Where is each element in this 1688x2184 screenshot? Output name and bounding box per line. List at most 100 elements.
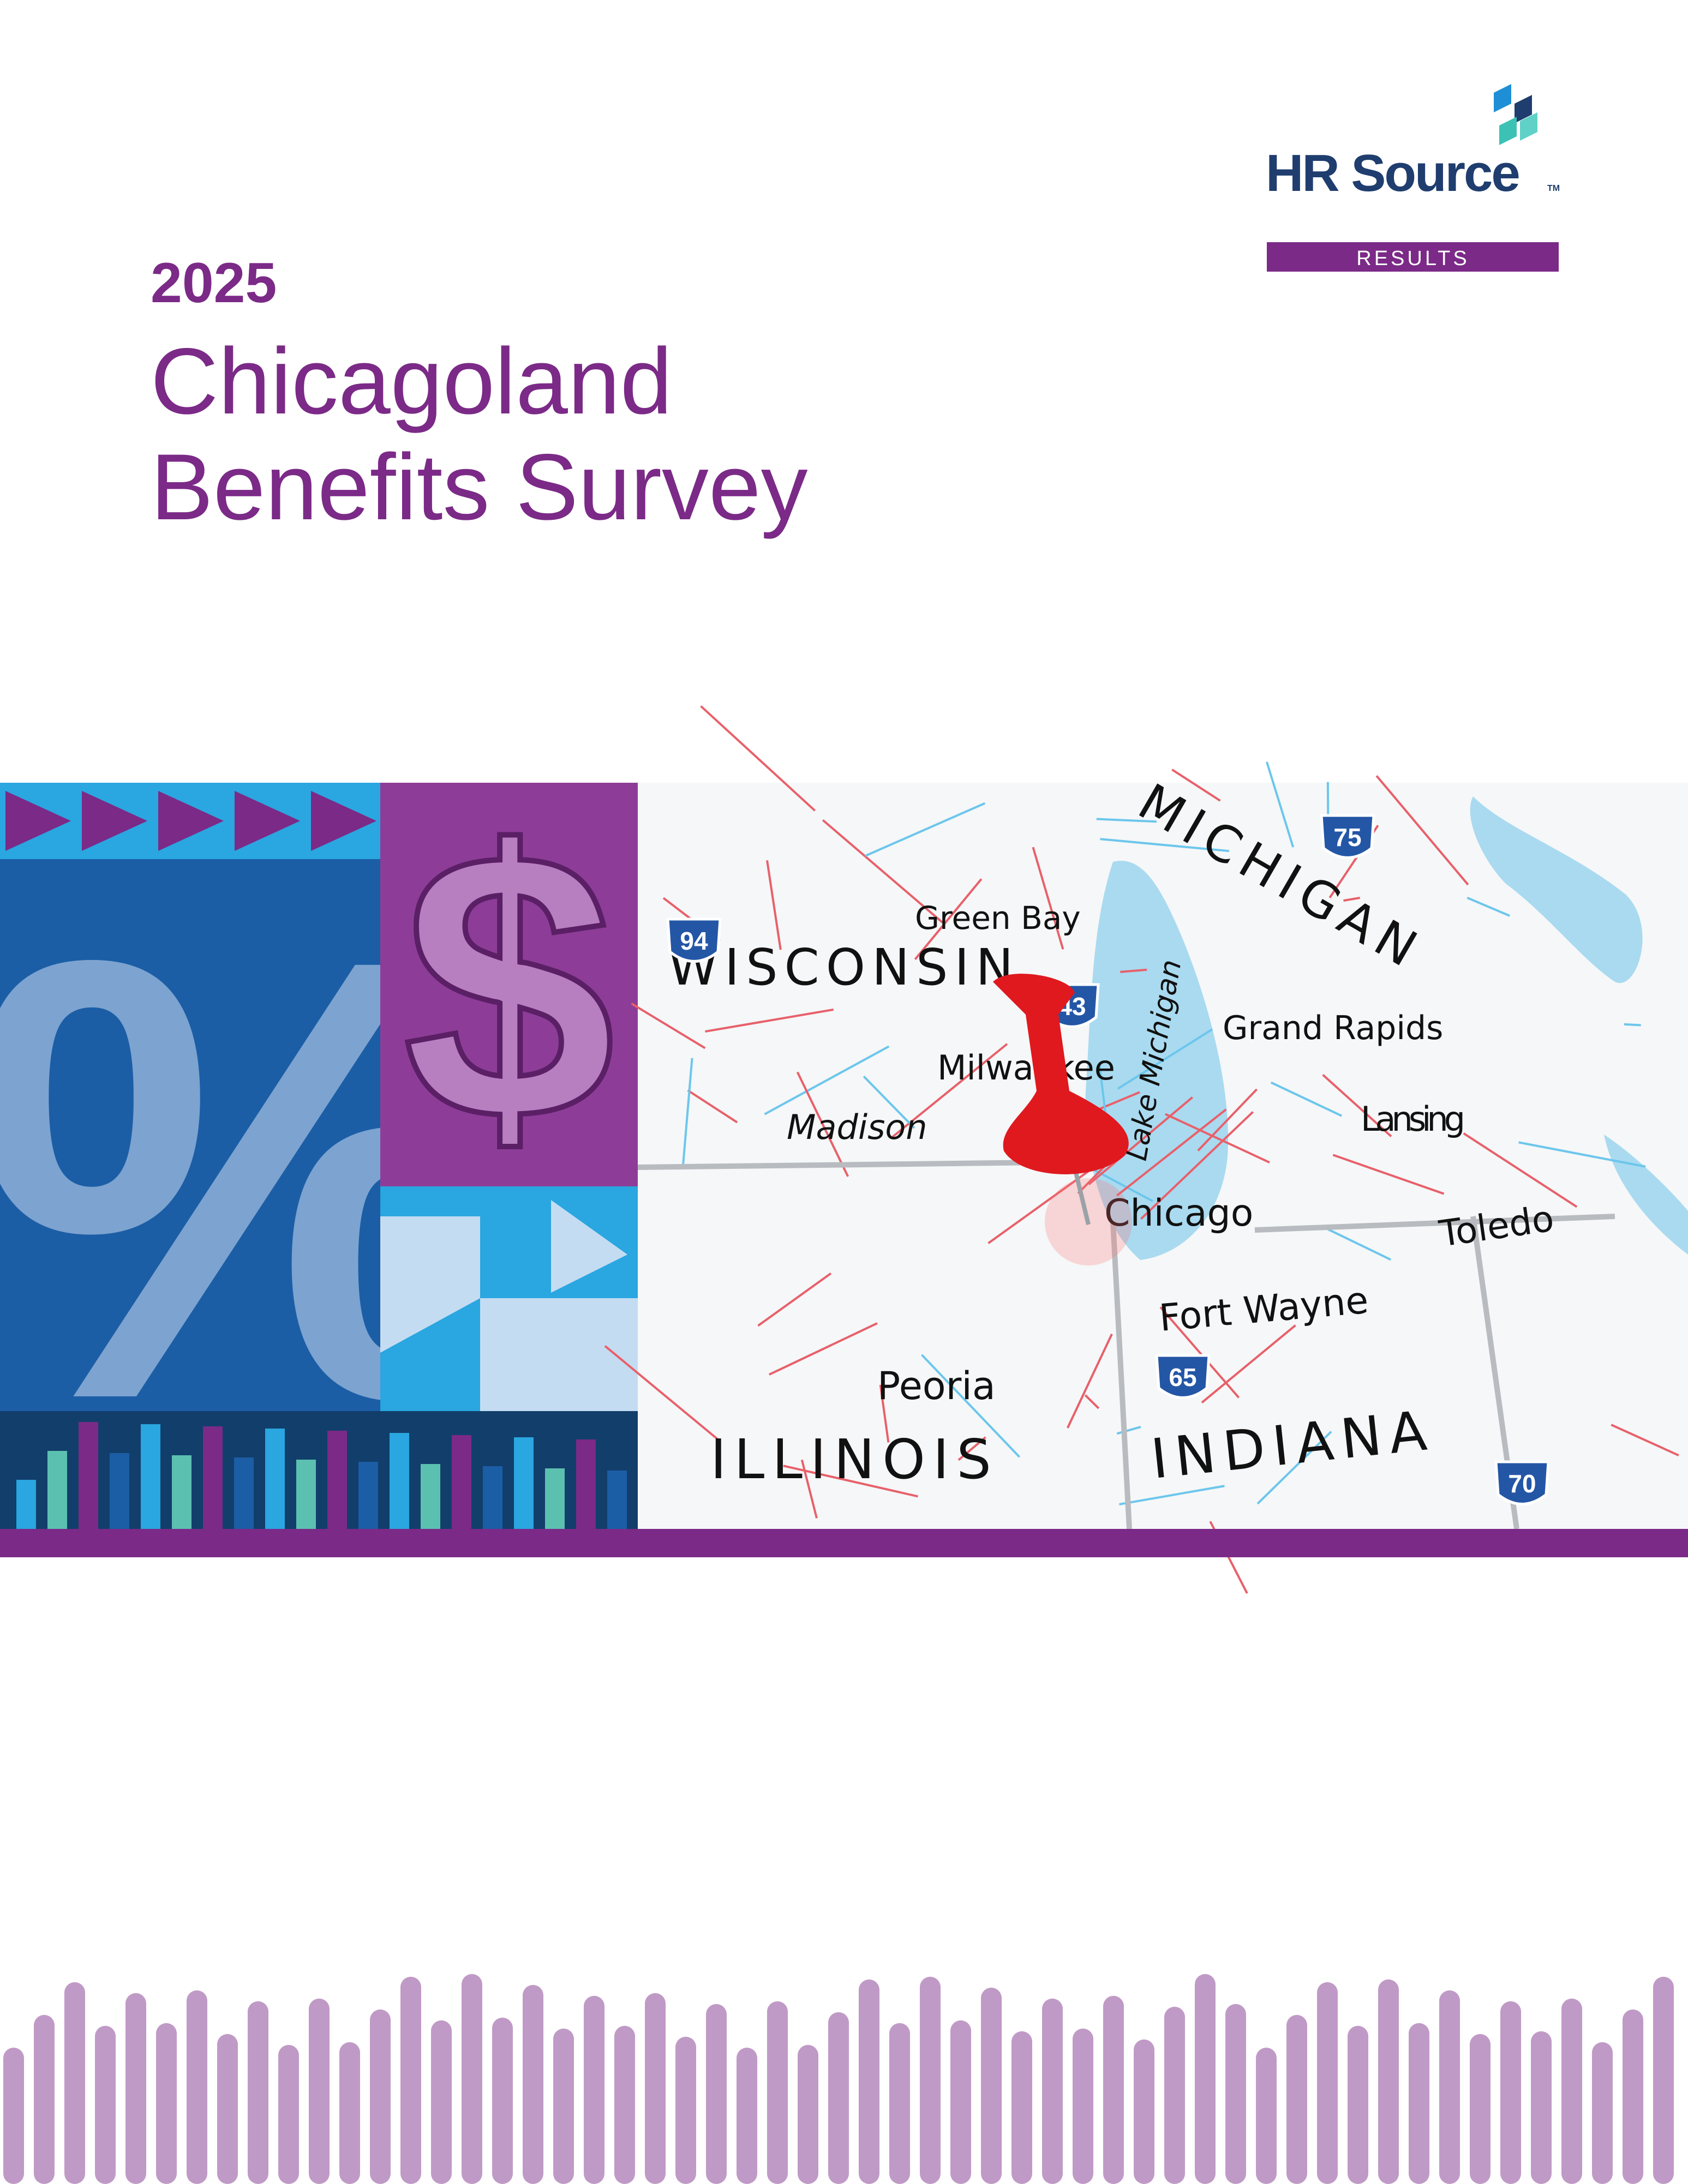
panel-bar xyxy=(421,1464,440,1529)
road xyxy=(1322,1073,1392,1137)
footer-bar xyxy=(156,2023,177,2184)
dollar-graphic: $ xyxy=(403,773,615,1199)
footer-bar xyxy=(1164,2007,1185,2184)
roads xyxy=(604,705,1679,1594)
road xyxy=(768,1322,878,1376)
cover-title: Benefits Survey xyxy=(151,435,808,539)
divider-bar xyxy=(0,1529,1688,1557)
footer-bar xyxy=(1103,1996,1124,2184)
map-label: Chicago xyxy=(1104,1192,1253,1235)
map-label: Milwaukee xyxy=(937,1048,1115,1088)
footer-bar xyxy=(95,2026,116,2184)
road xyxy=(1466,897,1510,917)
panel-block xyxy=(0,859,382,1411)
footer-bar xyxy=(584,1996,604,2184)
road xyxy=(604,1345,720,1441)
panel-bar xyxy=(483,1466,502,1529)
road xyxy=(783,1465,918,1498)
results-bar xyxy=(1267,242,1559,272)
interstate-number: 75 xyxy=(1333,823,1361,851)
interstate-shield xyxy=(1320,814,1375,859)
interstate-number: 65 xyxy=(1169,1363,1196,1391)
panel-bar xyxy=(358,1462,378,1529)
footer-bar xyxy=(34,2015,55,2184)
footer-bar xyxy=(1073,2029,1093,2184)
road xyxy=(631,1003,706,1049)
footer-bar xyxy=(1470,2034,1491,2184)
road xyxy=(757,1272,832,1327)
panel-bar xyxy=(141,1424,160,1529)
triangle xyxy=(5,791,71,851)
footer-bar xyxy=(309,1999,330,2184)
panel-bar xyxy=(203,1426,223,1529)
cover-year: 2025 xyxy=(151,251,277,315)
footer-bar xyxy=(339,2042,360,2184)
arrow-shape xyxy=(380,1331,458,1396)
footer-bar xyxy=(1348,2026,1368,2184)
triangle xyxy=(158,791,224,851)
road xyxy=(682,1058,693,1166)
pushpin xyxy=(993,974,1132,1265)
footer-bar xyxy=(1531,2031,1552,2184)
map-label: Madison xyxy=(787,1107,927,1147)
road xyxy=(1032,847,1064,950)
road xyxy=(1343,897,1361,902)
footer-bar xyxy=(614,2026,635,2184)
interstate-number: 70 xyxy=(1508,1469,1536,1498)
interstate-shield xyxy=(1155,1354,1211,1399)
footer-bar xyxy=(1439,1990,1460,2184)
footer-bar xyxy=(370,2009,391,2184)
footer-bar xyxy=(1378,1979,1399,2184)
footer-bar xyxy=(1042,1999,1063,2184)
footer-bar xyxy=(248,2001,268,2184)
map-label: Grand Rapids xyxy=(1223,1009,1443,1047)
footer-bar xyxy=(1286,2015,1307,2184)
logo: HR Source TM RESULTS xyxy=(1266,84,1560,272)
road xyxy=(920,1354,1021,1458)
road xyxy=(1327,1228,1392,1261)
road xyxy=(1088,1096,1193,1185)
road xyxy=(1100,838,1230,853)
footer-bar xyxy=(798,2045,818,2184)
road xyxy=(796,1071,849,1177)
road xyxy=(766,860,782,950)
road xyxy=(863,1075,915,1129)
footer-bar xyxy=(523,1985,543,2184)
logo-name: HR Source xyxy=(1266,144,1519,202)
footer-bar xyxy=(125,1993,146,2184)
footer-bar xyxy=(1011,2031,1032,2184)
road xyxy=(864,802,986,857)
road xyxy=(1116,1426,1141,1435)
logo-icon xyxy=(1515,95,1532,123)
panel-bar xyxy=(79,1422,98,1529)
panel-bar xyxy=(47,1451,67,1529)
footer-bar xyxy=(737,2048,757,2184)
footer-bar xyxy=(400,1977,421,2184)
road xyxy=(1256,1431,1332,1505)
footer-bar xyxy=(1409,2023,1429,2184)
logo-trademark: TM xyxy=(1547,184,1560,193)
footer-bar xyxy=(1561,1999,1582,2184)
interstate-shield xyxy=(1494,1460,1550,1505)
panel-bar xyxy=(327,1431,347,1529)
panel-bar xyxy=(607,1471,627,1529)
road xyxy=(1120,968,1147,973)
panel-bars xyxy=(16,1422,627,1529)
footer-bar xyxy=(64,1982,85,2184)
footer-bar xyxy=(278,2045,299,2184)
footer-bar xyxy=(1500,2001,1521,2184)
footer-bar xyxy=(950,2020,971,2184)
road xyxy=(1201,1324,1296,1403)
footer-bar xyxy=(828,2012,849,2184)
lake-michigan xyxy=(1085,861,1229,1260)
road xyxy=(1375,775,1469,886)
dollar-block xyxy=(380,783,638,1186)
road xyxy=(1518,1141,1646,1168)
map-label: ILLINOIS xyxy=(710,1427,999,1491)
road xyxy=(1096,818,1157,823)
map-label: Green Bay xyxy=(915,899,1081,937)
footer-bar xyxy=(767,2001,788,2184)
